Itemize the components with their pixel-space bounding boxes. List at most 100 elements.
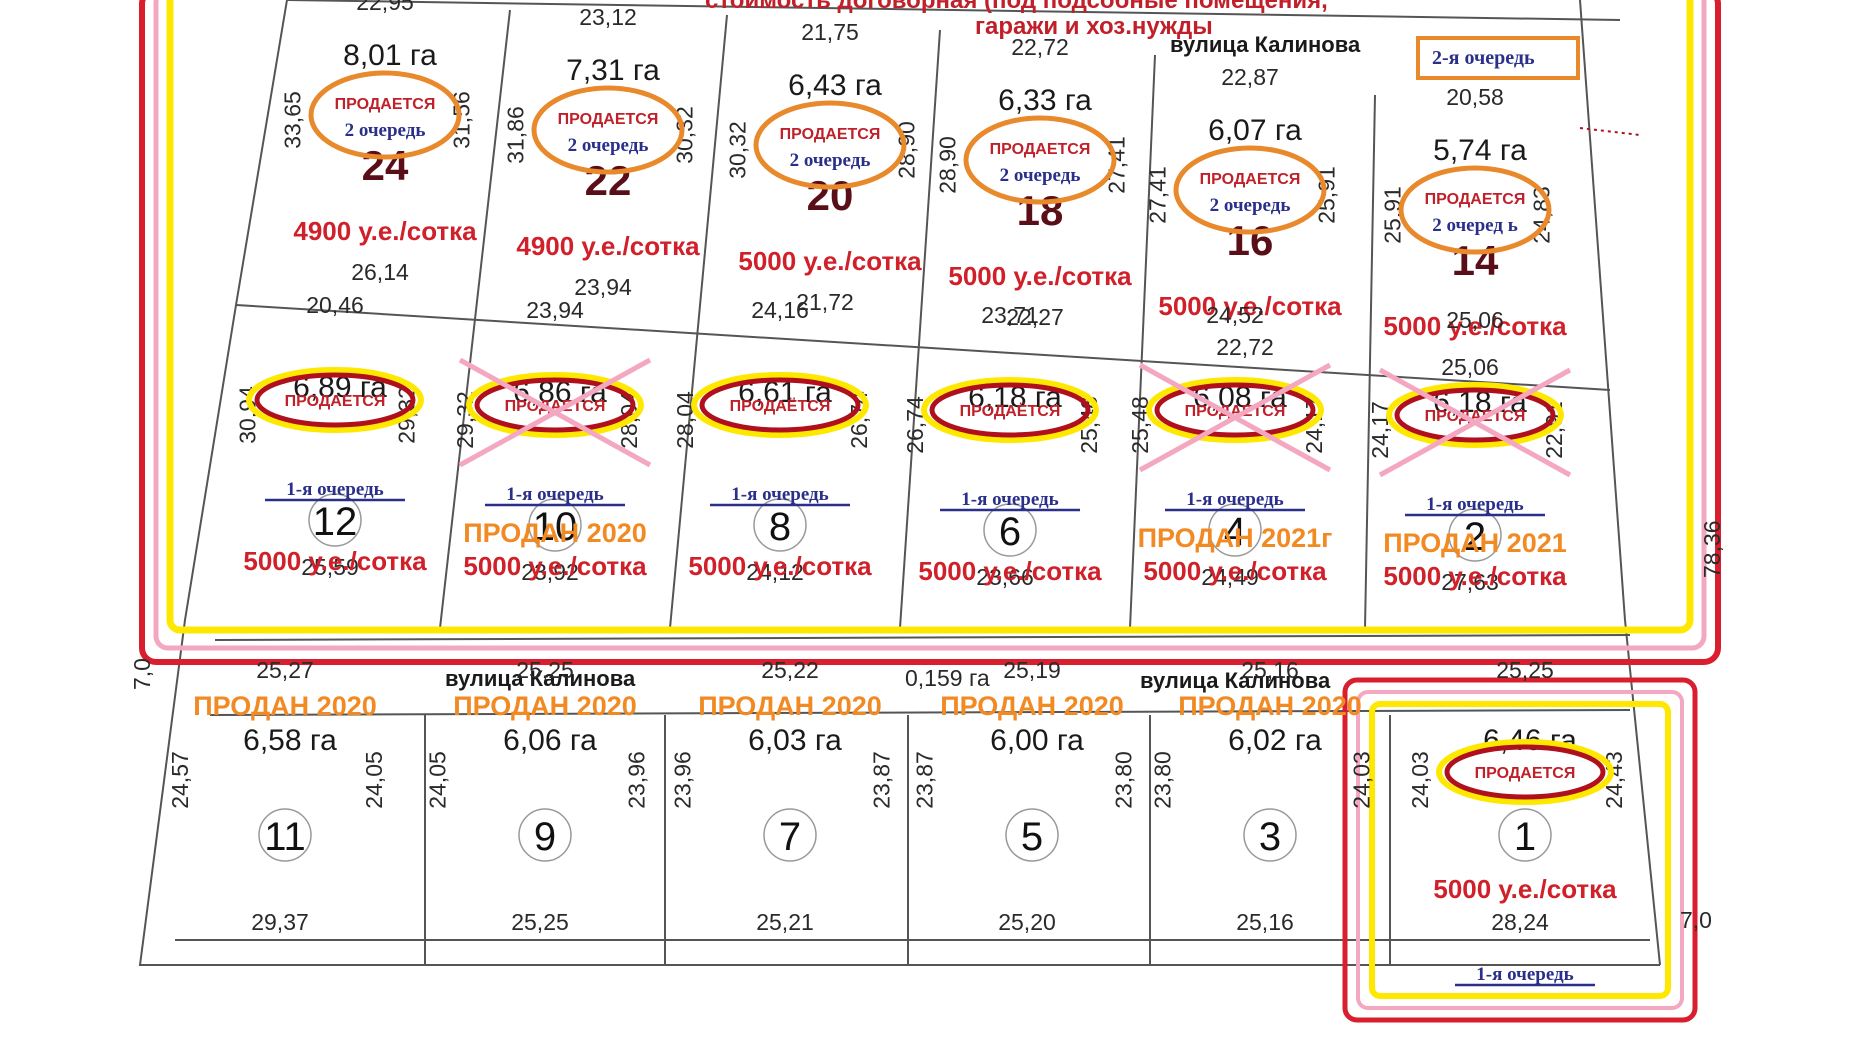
frame-yellow-plot1 [1369,701,1671,999]
plot-queue: 2 очередь [790,150,871,171]
edge-dim-bottom-right: 7,0 [1680,907,1712,933]
plot-left-dim: 30,32 [725,121,751,179]
plot-number-circle [528,498,582,552]
plot-area: 5,74 га [1433,134,1527,167]
plot-sold-label: ПРОДАН 2020 [1178,691,1362,721]
plot-status: ПРОДАЕТСЯ [285,393,386,410]
stamp-ring [531,85,685,175]
plot-queue: 2 очеред ь [1432,215,1518,236]
plot-status: ПРОДАЁТСЯ [960,402,1061,420]
plot-sold-label: ПРОДАН 2020 [463,518,647,548]
stamp-ring [1173,145,1327,235]
dotted-boundary [1579,127,1641,136]
stamp-ring [753,100,907,190]
plot-price: 5000 у.е./сотка [738,246,922,276]
plot-price: 5000 у.е./сотка [688,551,872,581]
plot-number-circle [1005,808,1059,862]
plot-bottom-dim: 25,20 [998,909,1056,935]
stamp-ring [699,377,861,433]
plot-sold-label: ПРОДАН 2020 [193,691,377,721]
plot-price: 5000 у.е./сотка [918,556,1102,586]
plot-top-dim: 23,94 [526,297,584,323]
stamp-ring [1154,382,1316,438]
plot-right-dim: 23,96 [624,751,650,809]
plot-top-dim: 20,58 [1446,84,1504,110]
road-area: 0,159 га [905,665,990,691]
plot-queue: 2 очередь [1210,195,1291,216]
frame-pink-main [153,0,1707,651]
plot-price: 4900 у.е./сотка [516,231,700,261]
plot-left-dim: 27,41 [1145,166,1171,224]
plot-area: 6,06 га [503,724,597,757]
plot-price: 5000 у.е./сотка [948,261,1132,291]
plot-number: 24 [362,142,409,189]
stamp-halo [246,367,424,433]
plot-number-circle [1243,808,1297,862]
stamp-halo [1146,377,1324,443]
plan-outline [138,0,1661,966]
plot-bottom-dim: 27,63 [1441,569,1499,595]
stamp-halo [1386,382,1564,448]
plot-left-dim: 23,96 [670,751,696,809]
stamp-halo [1436,739,1614,805]
plot-5[interactable]: 25,19 25,20 23,87 23,80 6,00 га 5 ПРОДАН 2020 [912,657,1137,935]
plot-left-dim: 33,65 [280,91,306,149]
plot-area: 8,01 га [343,39,437,72]
plot-status: ПРОДАЕТСЯ [1425,408,1526,425]
plot-right-dim: 24,05 [361,751,387,809]
legend-second-queue: 2-я очередь [1416,36,1580,80]
plot-number: 3 [1259,815,1281,859]
plot-area: 6,07 га [1208,114,1302,147]
cross-out-line-b [458,357,652,468]
plot-number-circle [308,493,362,547]
plot-queue: 1-я очередь [961,489,1058,510]
plot-area: 6,58 га [243,724,337,757]
plot-top-dim: 25,25 [516,657,574,683]
plot-7[interactable]: 25,22 25,21 23,96 23,87 6,03 га 7 ПРОДАН 2020 [670,657,895,935]
plot-11[interactable]: 25,27 29,37 24,57 24,05 6,58 га 11 ПРОДАН 2020 [167,657,387,935]
plot-queue: 1-я очередь [1476,964,1573,985]
plot-3[interactable]: 25,16 25,16 23,80 24,03 6,02 га 3 ПРОДАН 2020 [1150,657,1375,935]
plot-top-dim: 22,95 [356,0,414,15]
plot-status: ПРОДАЕТСЯ [1200,171,1301,188]
plot-bottom-dim: 25,59 [301,554,359,580]
plot-top-dim: 24,52 [1206,302,1264,328]
plot-number-circle [258,808,312,862]
plot-number: 8 [769,505,791,549]
plot-status: ПРОДАЕТСЯ [1185,403,1286,420]
stamp-ring [474,377,636,433]
plot-status: ПРОДАЕТСЯ [558,111,659,128]
stamp-ring [1394,387,1556,443]
stamp-ring [254,372,416,428]
price-notice-line2: гаражи и хоз.нужды [975,13,1213,40]
plot-9[interactable]: 25,25 25,25 24,05 23,96 6,06 га 9 ПРОДАН 2020 [425,657,650,935]
plot-queue: 2 очередь [345,120,426,141]
plot-number-circle [983,503,1037,557]
plot-number: 20 [807,172,854,219]
stamp-ring [963,115,1117,205]
plot-area: 6,00 га [990,724,1084,757]
stamp-ring [308,70,462,160]
plot-status: ПРОДАЕТСЯ [505,398,606,415]
plot-price: 5000 у.е./сотка [1383,311,1567,341]
street-label-mid-right: вулица Калинова [1140,668,1331,693]
plot-price: 5000 у.е./сотка [463,551,647,581]
plot-top-dim: 21,75 [801,19,859,45]
plot-number: 5 [1021,815,1043,859]
frame-red-main [139,0,1721,665]
plot-price: 4900 у.е./сотка [293,216,477,246]
